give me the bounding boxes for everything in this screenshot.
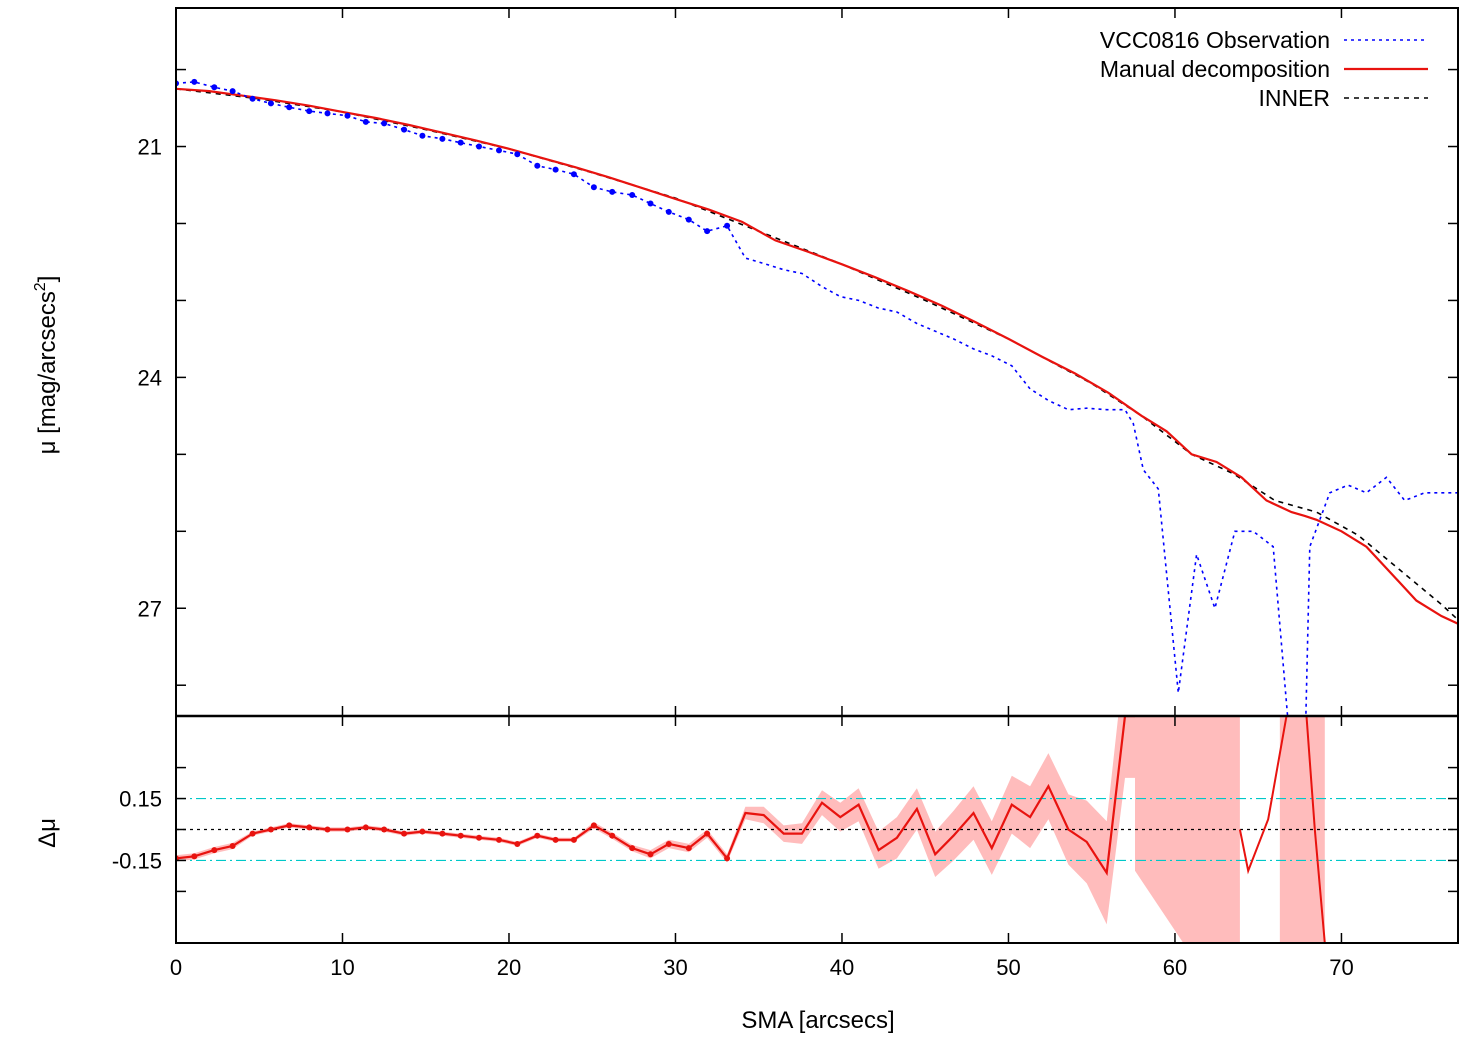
- legend-entry-label: Manual decomposition: [1100, 56, 1330, 82]
- x-tick-label: 30: [663, 955, 687, 980]
- series-point: [570, 171, 577, 178]
- y-tick-label: 21: [138, 135, 162, 160]
- residual-point: [629, 845, 636, 852]
- x-tick-label: 10: [330, 955, 354, 980]
- residual-point: [590, 822, 597, 829]
- series-point: [362, 118, 369, 125]
- residual-point: [534, 832, 541, 839]
- series-point: [609, 188, 616, 195]
- residual-point: [401, 830, 408, 837]
- residual-line-extra-0: [1305, 716, 1326, 943]
- residual-point: [362, 824, 369, 831]
- residual-y-tick-label: -0.15: [112, 848, 162, 873]
- y-tick-label: 24: [138, 365, 162, 390]
- series-point: [249, 95, 256, 102]
- x-tick-label: 50: [996, 955, 1020, 980]
- series-point: [647, 200, 654, 207]
- profile-y-axis-label: μ [mag/arcsecs2]: [32, 276, 61, 455]
- series-point: [306, 108, 313, 115]
- residual-line: [176, 716, 1135, 876]
- series-point: [495, 147, 502, 154]
- x-tick-label: 40: [830, 955, 854, 980]
- series-point: [324, 110, 331, 117]
- residual-point: [476, 834, 483, 841]
- residual-point: [324, 826, 331, 833]
- axes-frame: 0 10 20 30 40 50 60 70 21 24 27 0.15 -0.15: [112, 7, 1459, 980]
- residual-point: [685, 845, 692, 852]
- series-point: [419, 132, 426, 139]
- residual-point: [229, 843, 236, 850]
- series-point: [344, 112, 351, 119]
- residual-point: [191, 853, 198, 860]
- x-tick-label: 70: [1329, 955, 1353, 980]
- residuals-plot-area: [176, 716, 1458, 943]
- series-point: [665, 208, 672, 215]
- residual-point: [647, 851, 654, 858]
- legend: VCC0816 Observation Manual decomposition I…: [1100, 27, 1428, 111]
- profile-panel: [176, 78, 1458, 716]
- residual-point: [665, 840, 672, 847]
- residual-point: [211, 847, 218, 854]
- outer-frame: [175, 7, 1459, 944]
- residual-point: [570, 836, 577, 843]
- residuals-y-axis-label: Δμ: [34, 818, 61, 848]
- residual-point: [552, 836, 559, 843]
- residual-point: [457, 832, 464, 839]
- series-point: [286, 104, 293, 111]
- series-point: [476, 143, 483, 150]
- residual-point: [267, 826, 274, 833]
- uncertainty-band-region-1: [1279, 716, 1325, 943]
- series-point: [590, 184, 597, 191]
- residual-point: [249, 830, 256, 837]
- legend-entry-label: VCC0816 Observation: [1100, 27, 1330, 53]
- y-tick-label: 27: [138, 596, 162, 621]
- series-line-2: [176, 88, 1458, 621]
- series-line-0: [176, 81, 1458, 716]
- series-point: [552, 166, 559, 173]
- residual-point: [704, 830, 711, 837]
- series-point: [724, 222, 731, 229]
- residual-point: [609, 832, 616, 839]
- series-point: [191, 78, 198, 85]
- series-point: [229, 88, 236, 95]
- residual-point: [724, 855, 731, 862]
- series-point: [704, 228, 711, 235]
- series-point: [685, 216, 692, 223]
- x-axis-label: SMA [arcsecs]: [741, 1007, 894, 1034]
- residual-point: [514, 840, 521, 847]
- residual-y-tick-label: 0.15: [119, 787, 162, 812]
- series-point: [534, 162, 541, 169]
- series-line-1: [176, 87, 1458, 625]
- x-tick-label: 0: [170, 955, 182, 980]
- series-point: [514, 151, 521, 158]
- uncertainty-band-region-0: [1135, 716, 1240, 943]
- residual-point: [419, 828, 426, 835]
- residual-point: [306, 824, 313, 831]
- residual-point: [439, 830, 446, 837]
- uncertainty-band: [176, 716, 1135, 925]
- residual-point: [344, 826, 351, 833]
- x-tick-label: 20: [497, 955, 521, 980]
- series-point: [457, 139, 464, 146]
- residuals-panel: [176, 716, 1458, 943]
- profile-plot-area: [176, 78, 1458, 716]
- residual-point: [286, 822, 293, 829]
- series-point: [439, 135, 446, 142]
- series-point: [381, 120, 388, 127]
- residual-point: [495, 836, 502, 843]
- series-point: [267, 100, 274, 107]
- residual-point: [381, 826, 388, 833]
- legend-entry-label: INNER: [1258, 85, 1330, 111]
- series-point: [401, 126, 408, 133]
- series-point: [211, 84, 218, 91]
- x-tick-label: 60: [1163, 955, 1187, 980]
- series-point: [629, 192, 636, 199]
- residual-line-outer: [1238, 716, 1294, 875]
